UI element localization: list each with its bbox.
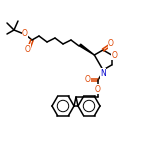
- Text: O: O: [112, 50, 118, 59]
- Text: O: O: [85, 76, 91, 85]
- Text: O: O: [22, 29, 28, 38]
- Text: O: O: [108, 40, 114, 48]
- Text: O: O: [25, 45, 31, 54]
- Text: O: O: [95, 85, 101, 93]
- Polygon shape: [79, 44, 94, 55]
- Text: N: N: [100, 69, 106, 78]
